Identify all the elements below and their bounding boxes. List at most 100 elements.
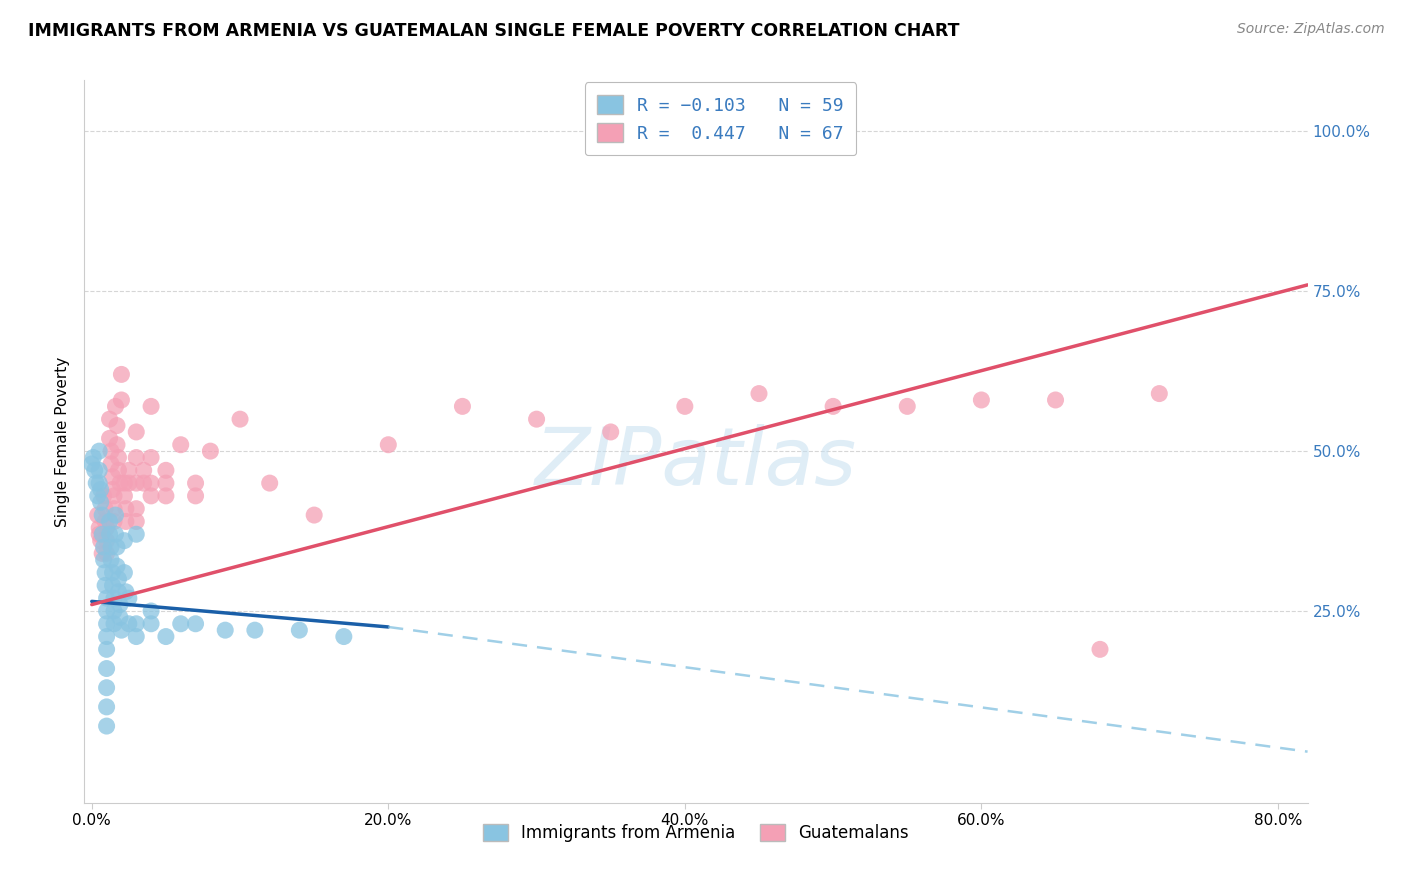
Point — [96, 604, 118, 618]
Point — [100, 444, 122, 458]
Point — [91, 527, 114, 541]
Point — [93, 540, 115, 554]
Point — [288, 623, 311, 637]
Point — [89, 463, 111, 477]
Point — [139, 604, 162, 618]
Point — [93, 489, 115, 503]
Point — [896, 400, 918, 414]
Point — [132, 476, 155, 491]
Point — [101, 469, 124, 483]
Point — [139, 400, 162, 414]
Point — [451, 400, 474, 414]
Point — [93, 553, 115, 567]
Point — [101, 483, 124, 497]
Point — [107, 584, 129, 599]
Point — [91, 546, 114, 560]
Point — [184, 489, 207, 503]
Point — [170, 616, 193, 631]
Point — [96, 661, 118, 675]
Point — [96, 591, 118, 606]
Text: Source: ZipAtlas.com: Source: ZipAtlas.com — [1237, 22, 1385, 37]
Point — [115, 515, 138, 529]
Point — [86, 508, 108, 522]
Point — [94, 578, 117, 592]
Point — [214, 623, 236, 637]
Point — [125, 527, 148, 541]
Point — [84, 476, 107, 491]
Point — [377, 438, 399, 452]
Point — [155, 476, 177, 491]
Point — [103, 515, 125, 529]
Point — [139, 476, 162, 491]
Point — [125, 616, 148, 631]
Point — [139, 489, 162, 503]
Point — [823, 400, 845, 414]
Point — [110, 623, 132, 637]
Point — [104, 400, 127, 414]
Point — [108, 476, 131, 491]
Point — [748, 386, 770, 401]
Point — [115, 501, 138, 516]
Point — [118, 476, 141, 491]
Point — [103, 489, 125, 503]
Point — [96, 630, 118, 644]
Point — [107, 572, 129, 586]
Point — [139, 450, 162, 465]
Point — [98, 527, 121, 541]
Point — [112, 566, 135, 580]
Point — [94, 501, 117, 516]
Point — [100, 540, 122, 554]
Point — [101, 566, 124, 580]
Point — [333, 630, 356, 644]
Point — [96, 719, 118, 733]
Point — [96, 616, 118, 631]
Point — [105, 418, 128, 433]
Point — [104, 527, 127, 541]
Point — [184, 476, 207, 491]
Point — [91, 508, 114, 522]
Text: ZIPatlas: ZIPatlas — [534, 425, 858, 502]
Point — [100, 553, 122, 567]
Point — [155, 463, 177, 477]
Point — [112, 489, 135, 503]
Legend: Immigrants from Armenia, Guatemalans: Immigrants from Armenia, Guatemalans — [477, 817, 915, 848]
Point — [184, 616, 207, 631]
Point — [96, 642, 118, 657]
Point — [118, 591, 141, 606]
Point — [118, 463, 141, 477]
Point — [96, 533, 118, 548]
Point — [139, 616, 162, 631]
Point — [132, 463, 155, 477]
Point — [108, 610, 131, 624]
Point — [110, 392, 132, 407]
Point — [96, 681, 118, 695]
Point — [94, 515, 117, 529]
Point — [112, 476, 135, 491]
Point — [82, 450, 104, 465]
Point — [103, 501, 125, 516]
Point — [98, 431, 121, 445]
Point — [229, 412, 252, 426]
Text: IMMIGRANTS FROM ARMENIA VS GUATEMALAN SINGLE FEMALE POVERTY CORRELATION CHART: IMMIGRANTS FROM ARMENIA VS GUATEMALAN SI… — [28, 22, 960, 40]
Point — [90, 495, 112, 509]
Point — [89, 521, 111, 535]
Point — [125, 450, 148, 465]
Point — [98, 412, 121, 426]
Point — [107, 450, 129, 465]
Point — [86, 489, 108, 503]
Point — [90, 533, 112, 548]
Point — [101, 578, 124, 592]
Point — [170, 438, 193, 452]
Point — [108, 598, 131, 612]
Point — [599, 425, 621, 439]
Point — [103, 604, 125, 618]
Point — [103, 616, 125, 631]
Point — [112, 533, 135, 548]
Point — [155, 489, 177, 503]
Point — [1088, 642, 1111, 657]
Point — [155, 630, 177, 644]
Point — [80, 457, 103, 471]
Point — [125, 515, 148, 529]
Point — [526, 412, 548, 426]
Point — [89, 444, 111, 458]
